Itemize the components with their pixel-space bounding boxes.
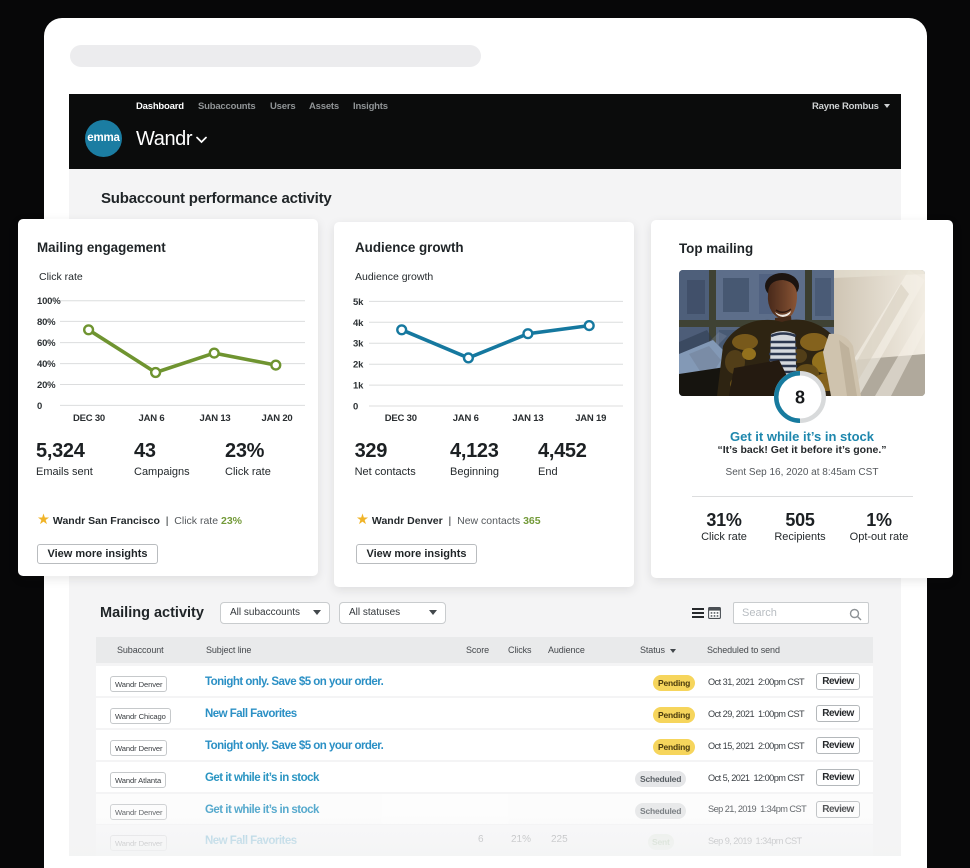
svg-text:2k: 2k [353,360,364,371]
svg-text:DEC 30: DEC 30 [385,413,417,424]
svg-text:80%: 80% [37,317,56,328]
svg-text:JAN 19: JAN 19 [575,413,606,424]
svg-text:20%: 20% [37,380,56,391]
svg-text:3k: 3k [353,339,364,350]
svg-text:1k: 1k [353,381,364,392]
svg-text:0: 0 [37,401,42,412]
svg-text:40%: 40% [37,359,56,370]
svg-text:DEC 30: DEC 30 [73,413,105,424]
svg-text:60%: 60% [37,338,56,349]
svg-text:JAN 6: JAN 6 [453,413,479,424]
svg-text:JAN 6: JAN 6 [139,413,165,424]
svg-text:4k: 4k [353,318,364,329]
svg-text:5k: 5k [353,297,364,308]
svg-text:0: 0 [353,402,358,413]
svg-text:JAN 13: JAN 13 [512,413,543,424]
svg-text:JAN 13: JAN 13 [199,413,230,424]
svg-text:8: 8 [795,387,805,407]
svg-text:100%: 100% [37,296,61,307]
svg-text:JAN 20: JAN 20 [261,413,292,424]
